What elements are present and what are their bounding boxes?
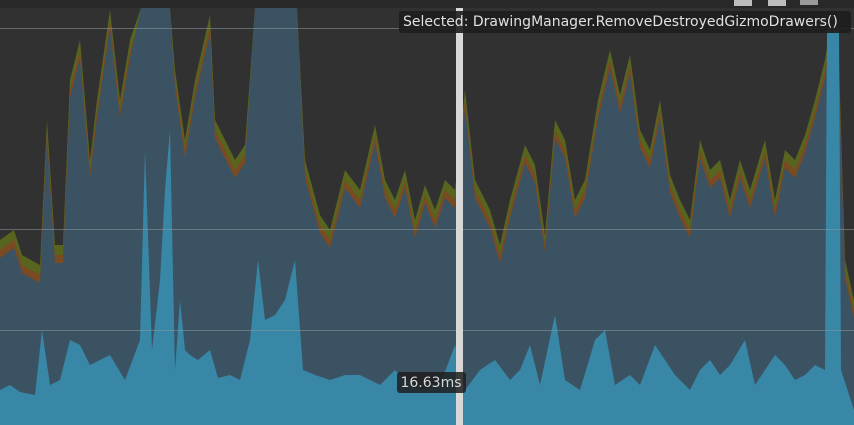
area-scripts (0, 8, 854, 425)
time-label: 16.63ms (400, 375, 461, 391)
toolbar-icon[interactable] (800, 0, 818, 5)
toolbar-icon[interactable] (734, 0, 752, 6)
toolbar-icon[interactable] (768, 0, 786, 6)
area-rendering (0, 30, 854, 425)
time-label-box (397, 372, 466, 393)
stacked-areas (0, 8, 854, 425)
frame-cursor[interactable] (456, 8, 463, 425)
toolbar-strip (0, 0, 854, 8)
selection-text: Selected: DrawingManager.RemoveDestroyed… (403, 14, 838, 30)
selection-tooltip (399, 11, 851, 33)
